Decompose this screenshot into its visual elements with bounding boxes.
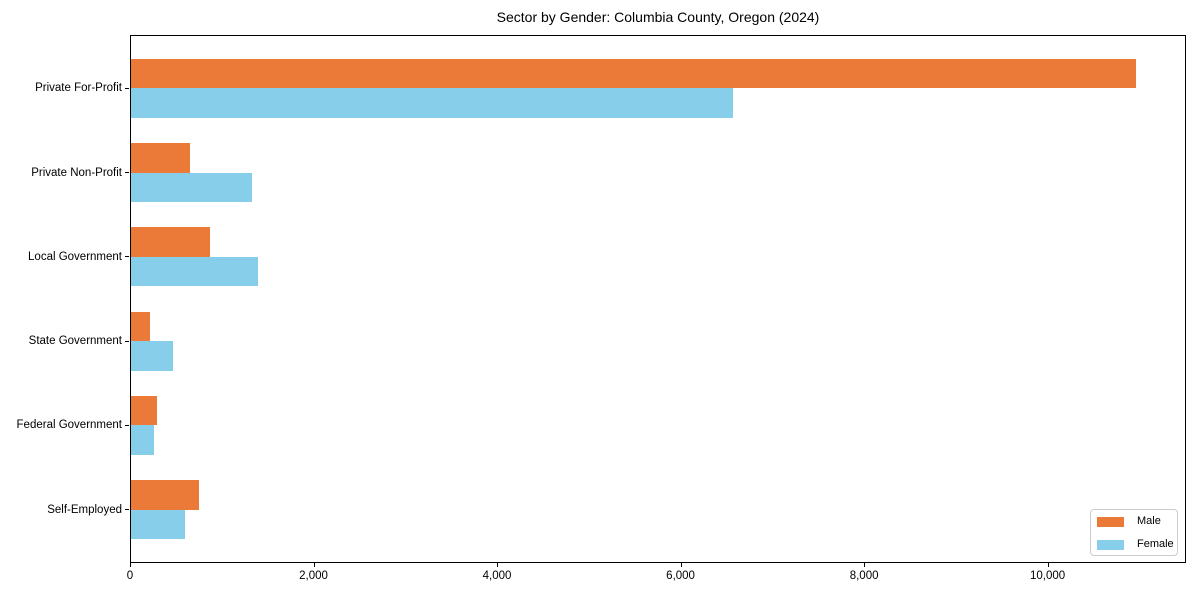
- legend-swatch-female: [1097, 539, 1124, 550]
- plot-area: [130, 35, 1186, 563]
- x-tick-mark: [313, 563, 315, 567]
- y-tick-mark: [125, 340, 129, 342]
- bar-female-state-government: [131, 341, 173, 371]
- legend-entry-female: Female: [1097, 538, 1174, 550]
- bar-female-federal-government: [131, 425, 155, 455]
- y-tick-label: State Government: [28, 335, 122, 348]
- chart-title: Sector by Gender: Columbia County, Orego…: [496, 9, 820, 25]
- bar-female-local-government: [131, 256, 258, 287]
- y-tick-mark: [125, 509, 129, 511]
- bar-male-self-employed: [131, 480, 199, 510]
- x-tick-label: 8,000: [849, 570, 879, 582]
- legend-label-female: Female: [1137, 538, 1174, 550]
- bar-male-private-non-profit: [131, 143, 190, 173]
- bar-male-local-government: [131, 227, 211, 257]
- x-tick-mark: [497, 563, 499, 567]
- legend-entry-male: Male: [1097, 516, 1171, 527]
- y-tick-mark: [125, 424, 129, 426]
- x-tick-label: 4,000: [482, 570, 512, 582]
- legend-label-male: Male: [1137, 515, 1161, 527]
- legend: Male Female: [1090, 509, 1178, 556]
- bar-male-private-for-profit: [131, 59, 1136, 89]
- y-tick-label: Self-Employed: [47, 503, 122, 516]
- bar-female-private-for-profit: [131, 88, 733, 118]
- y-tick-mark: [125, 256, 129, 258]
- x-tick-label: 2,000: [299, 570, 328, 582]
- x-tick-label: 10,000: [1030, 570, 1066, 582]
- y-tick-label: Private For-Profit: [35, 82, 122, 95]
- bar-female-self-employed: [131, 509, 186, 539]
- x-tick-label: 6,000: [666, 570, 695, 582]
- bar-male-state-government: [131, 311, 150, 342]
- x-tick-mark: [1047, 563, 1049, 567]
- y-tick-mark: [125, 87, 129, 89]
- y-tick-label: Local Government: [28, 250, 122, 263]
- x-tick-mark: [680, 563, 682, 567]
- y-tick-mark: [125, 172, 129, 174]
- y-tick-label: Federal Government: [16, 419, 122, 432]
- x-tick-mark: [864, 563, 866, 567]
- bar-female-private-non-profit: [131, 172, 253, 203]
- bar-male-federal-government: [131, 395, 158, 426]
- legend-swatch-male: [1097, 516, 1124, 527]
- x-tick-label: 0: [126, 570, 134, 582]
- x-tick-mark: [130, 563, 131, 567]
- y-tick-label: Private Non-Profit: [31, 166, 122, 179]
